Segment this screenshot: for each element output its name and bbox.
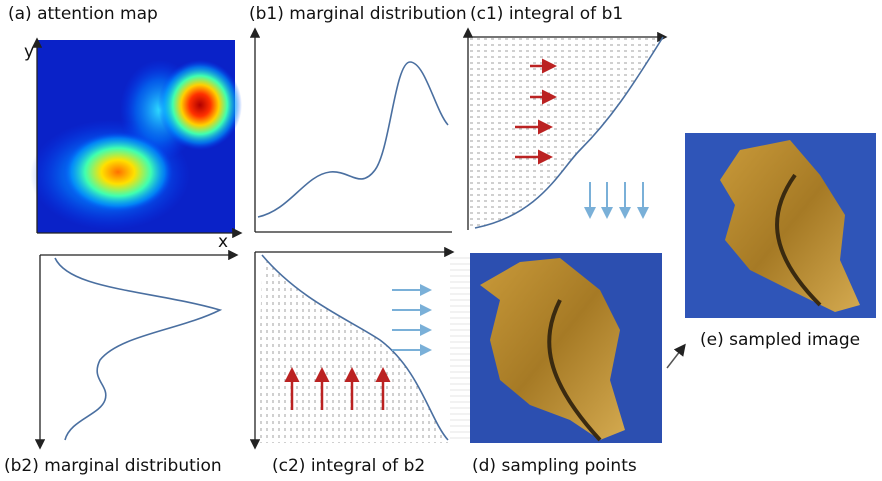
shape [775, 173, 822, 307]
shape [261, 254, 449, 441]
panel-label: (d) sampling points [472, 456, 637, 476]
shape [720, 140, 860, 312]
panel-label: (e) sampled image [700, 330, 860, 350]
shape [63, 132, 173, 212]
shape [474, 36, 664, 229]
shape [392, 284, 432, 356]
attention-map: y x [24, 37, 243, 252]
shape [258, 255, 448, 443]
panel-label: (a) attention map [8, 4, 158, 24]
shape [257, 61, 449, 218]
x-axis-label: x [218, 232, 228, 252]
shape [666, 343, 686, 369]
shape [584, 182, 649, 219]
panel-label: (b2) marginal distribution [4, 456, 222, 476]
shape [547, 299, 602, 442]
sampling-image [470, 253, 662, 443]
shape [284, 367, 391, 410]
integral-c1 [462, 27, 668, 230]
panel-label: (b1) marginal distribution [249, 4, 467, 24]
y-axis-label: y [24, 42, 34, 62]
shape [450, 257, 470, 439]
shape [158, 60, 242, 150]
shape [480, 258, 625, 440]
panel-label: (c2) integral of b2 [272, 456, 425, 476]
marginal-b1 [249, 27, 452, 233]
shape [54, 257, 223, 441]
shape [468, 37, 663, 228]
shape [515, 58, 557, 165]
integral-c2 [249, 246, 470, 450]
sampled-image [666, 133, 876, 369]
panel-label: (c1) integral of b1 [470, 4, 623, 24]
marginal-b2 [34, 249, 239, 450]
